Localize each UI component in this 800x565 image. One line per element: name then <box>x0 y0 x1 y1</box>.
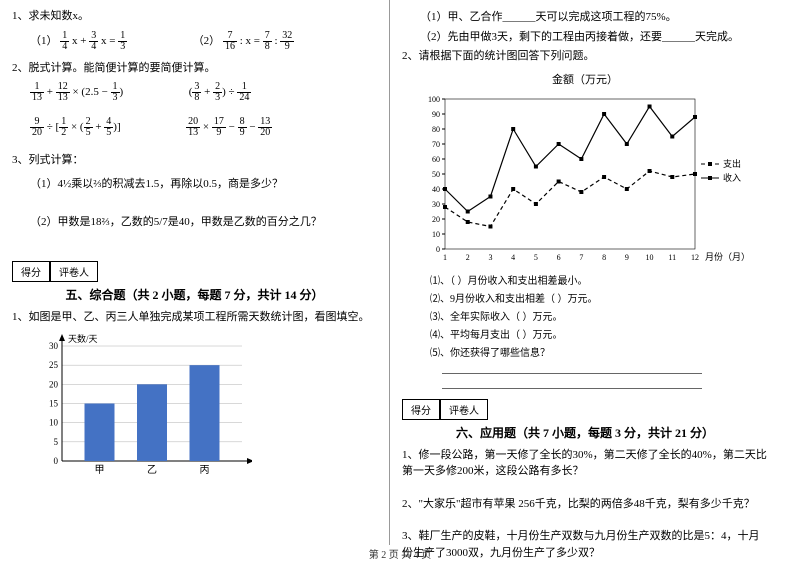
svg-text:6: 6 <box>557 253 561 262</box>
svg-text:20: 20 <box>49 379 59 389</box>
q3-s2: （2）甲数是18⅔，乙数的5/7是40，甲数是乙数的百分之几？ <box>30 213 377 229</box>
subq-d: ⑷、平均每月支出（ ）万元。 <box>430 326 768 341</box>
score-label-6: 得分 <box>402 399 440 420</box>
answer-line-1 <box>442 362 702 374</box>
svg-text:7: 7 <box>579 253 583 262</box>
svg-text:丙: 丙 <box>200 465 210 476</box>
score-label: 得分 <box>12 261 50 282</box>
q1-p1-expr: 14 x + 34 x = 13 <box>60 35 130 47</box>
section6-title: 六、应用题（共 7 小题，每题 3 分，共计 21 分） <box>402 424 768 441</box>
q1-title: 1、求未知数x。 <box>12 8 377 25</box>
svg-text:30: 30 <box>432 200 440 209</box>
section5-title: 五、综合题（共 2 小题，每题 7 分，共计 14 分） <box>12 286 377 303</box>
subq-e: ⑸、你还获得了哪些信息？ <box>430 344 768 359</box>
svg-text:10: 10 <box>646 253 654 262</box>
svg-text:9: 9 <box>625 253 629 262</box>
svg-text:天数/天: 天数/天 <box>68 333 98 344</box>
svg-text:60: 60 <box>432 155 440 164</box>
q1-parts: （1） 14 x + 34 x = 13 （2） 716 : x = 78 : … <box>30 31 377 52</box>
subq-b: ⑵、9月份收入和支出相差（ ）万元。 <box>430 290 768 305</box>
svg-text:月份（月）: 月份（月） <box>705 251 750 262</box>
svg-text:25: 25 <box>49 360 59 370</box>
q1-p1-label: （1） <box>30 35 58 47</box>
svg-text:40: 40 <box>432 185 440 194</box>
svg-text:11: 11 <box>668 253 676 262</box>
svg-text:10: 10 <box>49 418 59 428</box>
reviewer-label: 评卷人 <box>50 261 98 282</box>
q2-row2: 920 ÷ [12 × (25 + 45)] 2013 × 179 − 89 −… <box>30 117 377 138</box>
q3-s1: （1）4½乘以⅔的积减去1.5，再除以0.5，商是多少？ <box>30 175 377 191</box>
q3-title: 3、列式计算： <box>12 152 377 169</box>
svg-text:支出: 支出 <box>723 158 741 169</box>
svg-text:90: 90 <box>432 110 440 119</box>
svg-text:15: 15 <box>49 399 59 409</box>
left-column: 1、求未知数x。 （1） 14 x + 34 x = 13 （2） 716 : … <box>0 0 390 545</box>
line-chart-title: 金额（万元） <box>402 71 768 87</box>
svg-text:甲: 甲 <box>95 465 105 476</box>
subq-c: ⑶、全年实际收入（ ）万元。 <box>430 308 768 323</box>
svg-text:8: 8 <box>602 253 606 262</box>
score-box-6: 得分 评卷人 <box>402 399 768 420</box>
svg-text:乙: 乙 <box>147 464 157 476</box>
svg-text:5: 5 <box>54 437 59 447</box>
answer-line-2 <box>442 377 702 389</box>
page-footer: 第 2 页 共 4 页 <box>0 546 800 561</box>
svg-text:30: 30 <box>49 341 59 351</box>
svg-text:50: 50 <box>432 170 440 179</box>
svg-text:5: 5 <box>534 253 538 262</box>
svg-text:0: 0 <box>54 456 59 466</box>
q6-2: 2、"大家乐"超市有苹果 256千克，比梨的两倍多48千克，梨有多少千克？ <box>402 496 768 513</box>
q1-p2-expr: 716 : x = 78 : 329 <box>223 35 294 47</box>
q5-2: 2、请根据下面的统计图回答下列问题。 <box>402 48 768 65</box>
q5-1-text: 1、如图是甲、乙、丙三人单独完成某项工程所需天数统计图，看图填空。 <box>12 309 377 326</box>
svg-text:3: 3 <box>488 253 492 262</box>
svg-text:10: 10 <box>432 230 440 239</box>
q2-title: 2、脱式计算。能简便计算的要简便计算。 <box>12 60 377 77</box>
q6-1: 1、修一段公路，第一天修了全长的30%，第二天修了全长的40%，第二天比第一天多… <box>402 447 768 480</box>
svg-text:4: 4 <box>511 253 515 262</box>
svg-text:收入: 收入 <box>723 172 741 183</box>
right-column: （1）甲、乙合作______天可以完成这项工程的75%。 （2）先由甲做3天，剩… <box>390 0 780 545</box>
svg-text:12: 12 <box>691 253 699 262</box>
q5-1b: （2）先由甲做3天，剩下的工程由丙接着做，还要______天完成。 <box>420 28 768 44</box>
svg-text:80: 80 <box>432 125 440 134</box>
q1-p2-label: （2） <box>193 35 221 47</box>
svg-text:100: 100 <box>428 95 440 104</box>
svg-text:70: 70 <box>432 140 440 149</box>
svg-text:1: 1 <box>443 253 447 262</box>
q2-row1: 113 + 1213 × (2.5 − 13) (38 + 23) ÷ 124 <box>30 82 377 103</box>
reviewer-label-6: 评卷人 <box>440 399 488 420</box>
line-chart: 0102030405060708090100123456789101112支出收… <box>402 89 768 272</box>
svg-text:2: 2 <box>466 253 470 262</box>
svg-text:20: 20 <box>432 215 440 224</box>
subq-a: ⑴、（ ）月份收入和支出相差最小。 <box>430 272 768 287</box>
bar-chart: 0 5 10 15 20 25 30 天数/天甲 乙 丙 <box>32 331 377 484</box>
q5-1a: （1）甲、乙合作______天可以完成这项工程的75%。 <box>420 8 768 24</box>
svg-text:0: 0 <box>436 245 440 254</box>
score-box-5: 得分 评卷人 <box>12 261 377 282</box>
